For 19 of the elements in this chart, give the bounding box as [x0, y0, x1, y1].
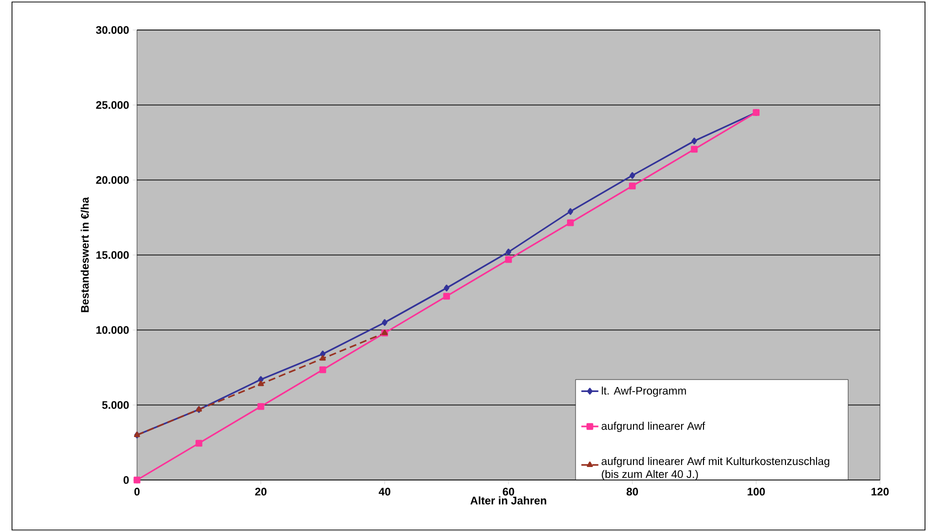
x-tick-label: 0 [134, 488, 140, 496]
x-tick-label: 100 [748, 488, 765, 496]
legend-label: lt. Awf-Programm [602, 386, 686, 397]
y-tick-label: 25.000 [96, 101, 129, 109]
y-tick-label: 0 [124, 476, 129, 484]
x-axis-title: Alter in Jahren [470, 496, 546, 504]
x-tick-label: 40 [378, 488, 390, 496]
legend-label: aufgrund linearer Awf mit Kulturkostenzuschlag (bis zum Alter 40 J.) [602, 457, 830, 480]
x-tick-label: 60 [502, 488, 514, 496]
legend-label: aufgrund linearer Awf [602, 422, 706, 432]
y-tick-label: 10.000 [96, 326, 129, 334]
x-tick-label: 80 [626, 488, 638, 496]
y-tick-label: 15.000 [96, 251, 129, 259]
x-tick-label: 20 [255, 488, 266, 496]
y-axis-title: Bestandeswert in €/ha [80, 197, 89, 312]
y-tick-label: 5.000 [102, 401, 129, 409]
y-tick-label: 30.000 [96, 26, 129, 34]
x-tick-label: 120 [872, 488, 889, 496]
y-tick-label: 20.000 [96, 176, 129, 184]
